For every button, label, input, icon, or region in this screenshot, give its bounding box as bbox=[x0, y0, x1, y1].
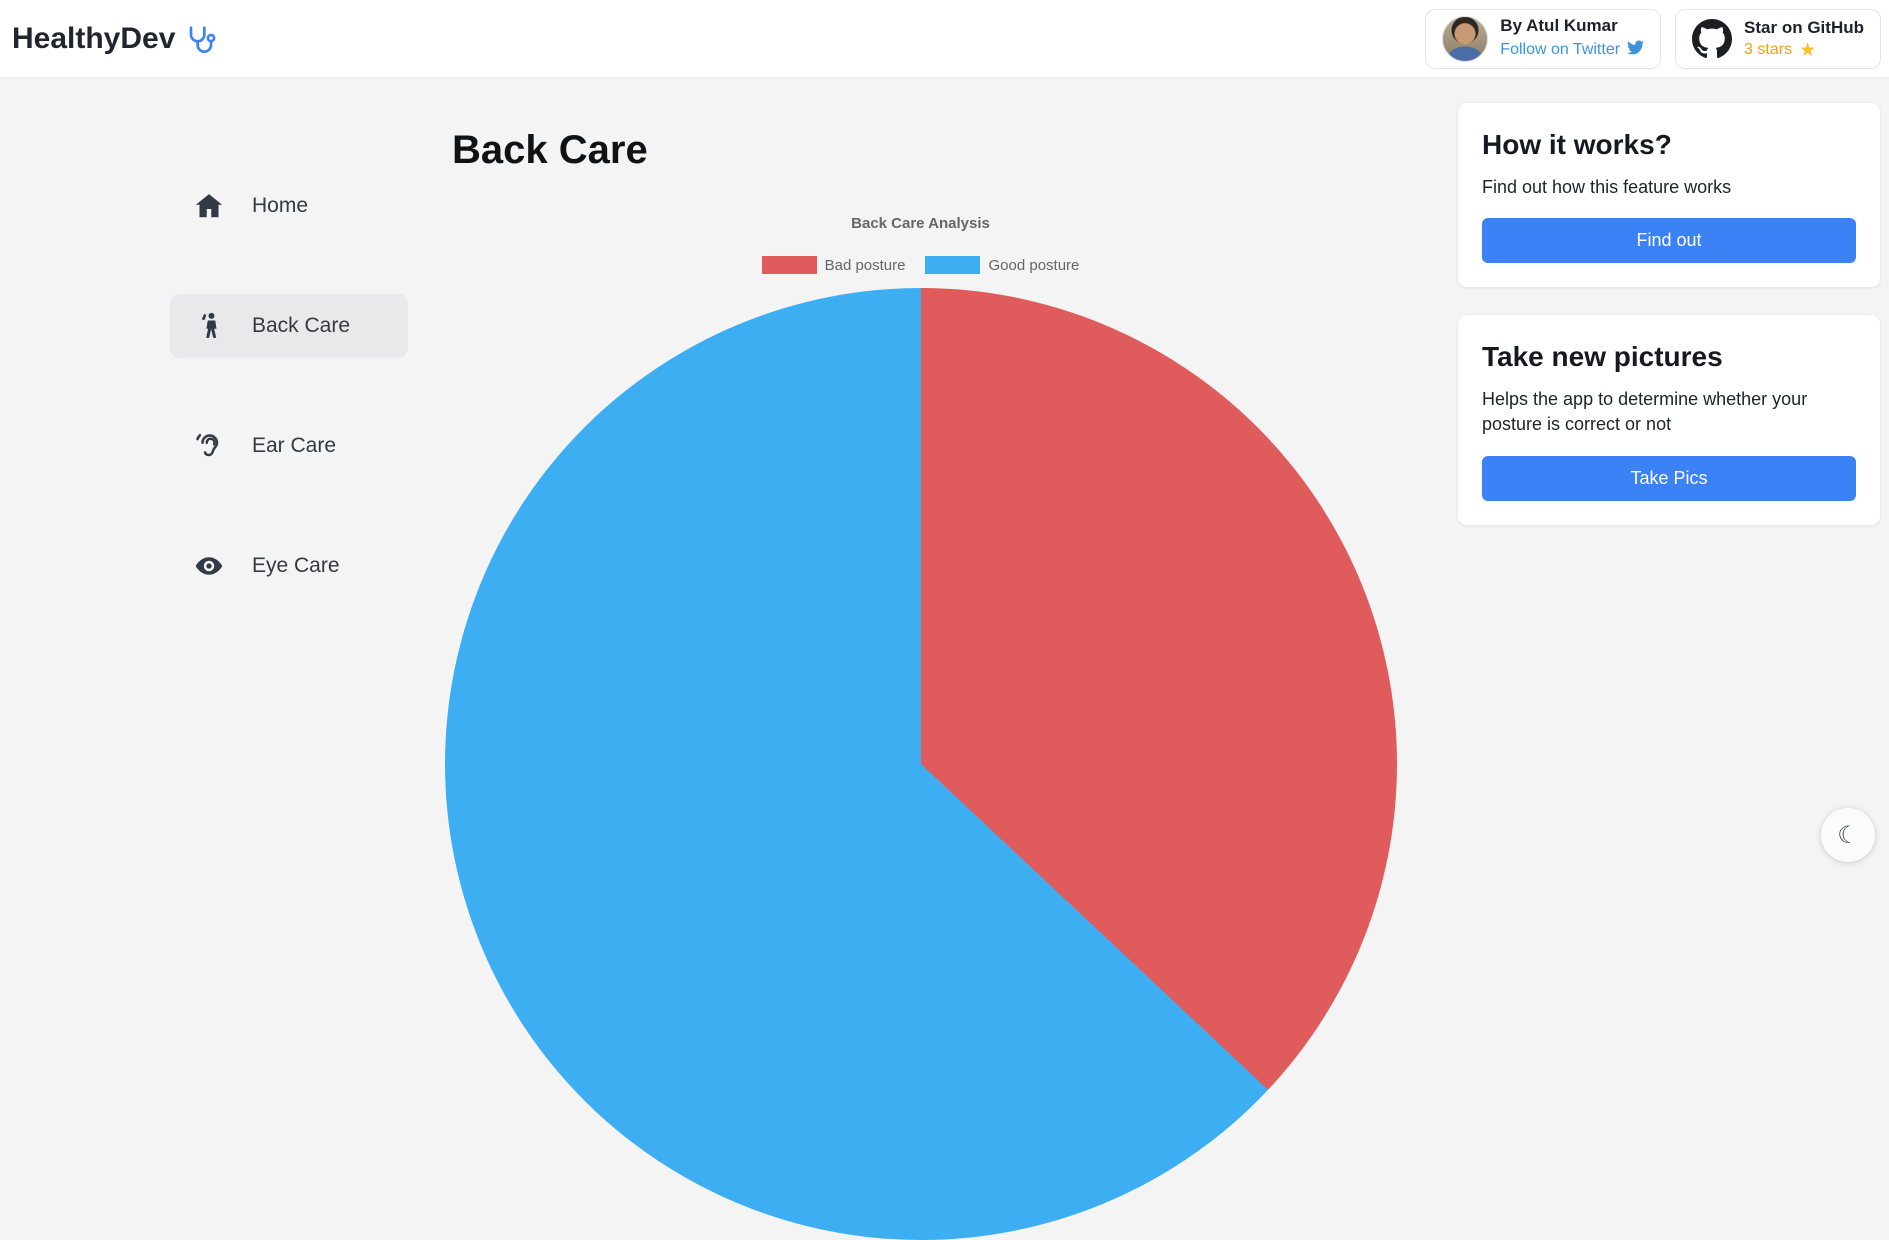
card-title: How it works? bbox=[1482, 129, 1856, 161]
navbar: HealthyDev By Atul Kumar Follow on Twitt… bbox=[0, 0, 1889, 78]
sidebar-item-ear-care[interactable]: Ear Care bbox=[170, 414, 408, 478]
page-layout: Home Back Care Ear Care bbox=[0, 78, 1889, 1240]
find-out-button[interactable]: Find out bbox=[1482, 218, 1856, 263]
take-pics-button[interactable]: Take Pics bbox=[1482, 456, 1856, 501]
main-content: Back Care Back Care Analysis Bad posture… bbox=[408, 78, 1433, 1240]
sidebar-item-label: Home bbox=[252, 194, 308, 218]
sidebar-item-label: Eye Care bbox=[252, 554, 340, 578]
sidebar: Home Back Care Ear Care bbox=[170, 174, 408, 598]
moon-icon: ☾ bbox=[1837, 821, 1859, 850]
app-title: HealthyDev bbox=[12, 22, 175, 56]
legend-label: Bad posture bbox=[825, 257, 906, 274]
twitter-link-label: Follow on Twitter bbox=[1500, 41, 1620, 59]
star-icon: ★ bbox=[1799, 41, 1816, 60]
card-body: Find out how this feature works bbox=[1482, 175, 1856, 200]
person-posture-icon bbox=[194, 311, 224, 341]
card-body: Helps the app to determine whether your … bbox=[1482, 387, 1856, 437]
author-avatar bbox=[1442, 16, 1488, 62]
pie-chart[interactable] bbox=[445, 288, 1397, 1240]
sidebar-item-label: Back Care bbox=[252, 314, 350, 338]
sidebar-item-home[interactable]: Home bbox=[170, 174, 408, 238]
github-icon bbox=[1692, 19, 1732, 59]
chart-title: Back Care Analysis bbox=[408, 215, 1433, 232]
home-icon bbox=[194, 191, 224, 221]
github-card[interactable]: Star on GitHub 3 stars ★ bbox=[1675, 9, 1881, 69]
author-card[interactable]: By Atul Kumar Follow on Twitter bbox=[1425, 9, 1661, 69]
back-care-chart: Back Care Analysis Bad posture Good post… bbox=[408, 215, 1433, 1240]
dark-mode-toggle[interactable]: ☾ bbox=[1821, 808, 1875, 862]
sidebar-item-label: Ear Care bbox=[252, 434, 336, 458]
stethoscope-icon bbox=[185, 23, 217, 55]
github-stars-count: 3 stars bbox=[1744, 41, 1792, 59]
sidebar-item-eye-care[interactable]: Eye Care bbox=[170, 534, 408, 598]
eye-icon bbox=[194, 551, 224, 581]
twitter-link[interactable]: Follow on Twitter bbox=[1500, 39, 1644, 61]
right-panel: How it works? Find out how this feature … bbox=[1457, 102, 1881, 526]
twitter-icon bbox=[1627, 39, 1644, 61]
app-logo[interactable]: HealthyDev bbox=[12, 22, 217, 56]
legend-swatch bbox=[925, 256, 980, 274]
ear-icon bbox=[194, 431, 224, 461]
take-pictures-card: Take new pictures Helps the app to deter… bbox=[1457, 314, 1881, 525]
sidebar-item-back-care[interactable]: Back Care bbox=[170, 294, 408, 358]
legend-item-good-posture[interactable]: Good posture bbox=[925, 256, 1079, 274]
page-title: Back Care bbox=[452, 128, 1433, 173]
header-cards: By Atul Kumar Follow on Twitter Star on … bbox=[1425, 9, 1881, 69]
card-title: Take new pictures bbox=[1482, 341, 1856, 373]
chart-legend: Bad posture Good posture bbox=[408, 256, 1433, 274]
github-stars[interactable]: 3 stars ★ bbox=[1744, 41, 1864, 60]
how-it-works-card: How it works? Find out how this feature … bbox=[1457, 102, 1881, 288]
legend-swatch bbox=[762, 256, 817, 274]
legend-item-bad-posture[interactable]: Bad posture bbox=[762, 256, 906, 274]
legend-label: Good posture bbox=[988, 257, 1079, 274]
github-label: Star on GitHub bbox=[1744, 18, 1864, 38]
author-name: By Atul Kumar bbox=[1500, 16, 1644, 36]
